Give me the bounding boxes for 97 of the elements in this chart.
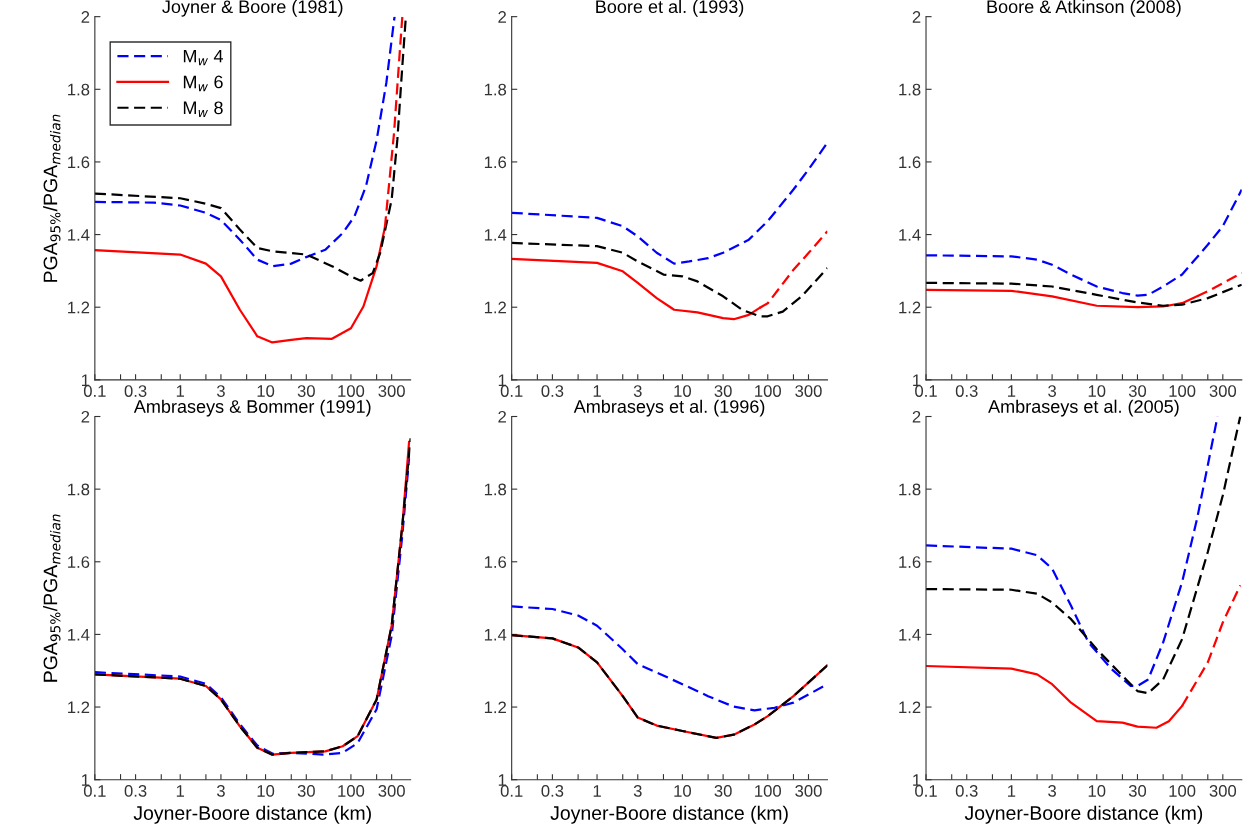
x-tick-label: 0.3 [541, 385, 564, 397]
x-tick-label: 0.1 [500, 784, 523, 797]
x-tick-label: 30 [714, 385, 732, 397]
x-tick-label: 1 [1008, 385, 1016, 397]
x-tick-label: 30 [1128, 784, 1147, 797]
y-tick-label: 1.6 [68, 556, 90, 568]
y-tick-label: 1.6 [484, 156, 507, 169]
y-tick-label: 1 [913, 774, 921, 786]
x-tick-label: 30 [1128, 385, 1147, 397]
x-tick-label: 0.3 [955, 784, 978, 797]
y-tick-label: 1.4 [899, 229, 921, 241]
x-tick-label: 3 [216, 385, 225, 397]
y-tick-label: 1.4 [484, 229, 507, 241]
x-tick-label: 3 [1048, 784, 1057, 797]
x-tick-label: 30 [297, 784, 315, 797]
y-tick-label: 2 [81, 410, 90, 423]
y-tick-label: 1.8 [899, 83, 921, 96]
x-tick-label: 300 [795, 784, 822, 797]
legend-label: M$_{w}$ 6 [183, 75, 223, 92]
y-tick-label: 1.8 [899, 483, 921, 496]
x-axis-title: Joyner-Boore distance (km) [133, 805, 371, 824]
x-tick-label: 1 [593, 785, 601, 797]
y-tick-label: 1.8 [68, 483, 90, 496]
x-tick-label: 3 [216, 784, 225, 797]
y-tick-label: 2 [912, 410, 921, 423]
y-tick-label: 1.6 [484, 556, 507, 568]
y-tick-label: 1 [81, 374, 90, 386]
chart-title: Boore et al. (1993) [596, 0, 744, 17]
x-tick-label: 100 [755, 784, 782, 797]
x-tick-label: 3 [633, 784, 642, 797]
x-tick-label: 10 [1088, 385, 1106, 397]
legend-label: M$_{w}$ 8 [183, 101, 223, 117]
x-tick-label: 100 [755, 385, 782, 397]
x-tick-label: 1 [593, 385, 601, 397]
x-tick-label: 10 [1088, 784, 1106, 797]
x-tick-label: 300 [378, 385, 405, 397]
y-tick-label: 1 [81, 774, 90, 786]
x-tick-label: 0.3 [541, 784, 564, 797]
y-tick-label: 2 [912, 11, 921, 23]
x-tick-label: 0.1 [500, 385, 523, 397]
x-tick-label: 1 [176, 785, 185, 797]
y-tick-label: 1.4 [484, 628, 507, 641]
chart-title: Ambraseys et al. (2005) [988, 399, 1179, 417]
x-tick-label: 0.3 [124, 385, 147, 397]
y-axis-title: PGA$_{95%}$/PGA$_{median}$ [43, 114, 61, 282]
y-tick-label: 1.6 [899, 556, 921, 568]
y-tick-label: 1.4 [68, 628, 90, 641]
y-tick-label: 1.8 [484, 83, 507, 96]
x-tick-label: 3 [633, 385, 642, 397]
x-tick-label: 100 [1169, 784, 1196, 797]
y-tick-label: 1.2 [484, 701, 506, 714]
x-tick-label: 300 [795, 385, 822, 397]
x-tick-label: 100 [1169, 385, 1196, 397]
x-tick-label: 0.3 [124, 784, 147, 797]
y-tick-label: 1 [913, 374, 921, 386]
y-axis-title: PGA$_{95%}$/PGA$_{median}$ [43, 514, 61, 682]
y-tick-label: 1 [498, 374, 507, 386]
x-tick-label: 10 [257, 784, 275, 797]
y-tick-label: 1.2 [899, 701, 921, 714]
x-tick-label: 300 [1209, 385, 1237, 397]
y-tick-label: 1.6 [899, 156, 921, 169]
x-tick-label: 1 [176, 385, 185, 397]
x-tick-label: 300 [378, 784, 405, 797]
y-tick-label: 2 [81, 11, 90, 23]
chart-title: Ambraseys & Bommer (1991) [133, 399, 371, 417]
x-tick-label: 300 [1209, 784, 1237, 797]
y-tick-label: 1.2 [899, 301, 921, 314]
y-tick-label: 1.8 [68, 83, 90, 96]
y-tick-label: 2 [498, 410, 506, 423]
x-tick-label: 10 [674, 385, 692, 397]
y-tick-label: 1.4 [899, 628, 921, 641]
x-tick-label: 10 [257, 385, 275, 397]
x-tick-label: 10 [674, 784, 692, 797]
x-tick-label: 1 [1008, 785, 1016, 797]
x-axis-title: Joyner-Boore distance (km) [550, 805, 788, 824]
y-tick-label: 1.4 [68, 229, 90, 241]
x-tick-label: 0.1 [915, 784, 937, 797]
x-tick-label: 3 [1048, 385, 1057, 397]
chart-title: Ambraseys et al. (1996) [573, 399, 765, 417]
x-tick-label: 100 [338, 385, 365, 397]
chart-title: Boore & Atkinson (2008) [987, 0, 1181, 17]
x-tick-label: 30 [714, 784, 732, 797]
x-tick-label: 0.3 [955, 385, 978, 397]
y-tick-label: 1 [498, 774, 507, 786]
y-tick-label: 1.8 [484, 483, 507, 496]
chart-title: Joyner & Boore (1981) [162, 0, 343, 17]
x-tick-label: 0.1 [915, 385, 937, 397]
y-tick-label: 1.2 [68, 701, 90, 714]
legend-label: M$_{w}$ 4 [183, 49, 223, 66]
y-tick-label: 2 [498, 11, 506, 23]
y-tick-label: 1.2 [68, 301, 90, 314]
y-tick-label: 1.6 [68, 156, 90, 169]
x-tick-label: 30 [297, 385, 315, 397]
y-tick-label: 1.2 [484, 301, 506, 314]
x-axis-title: Joyner-Boore distance (km) [964, 805, 1203, 824]
x-tick-label: 0.1 [83, 385, 106, 397]
x-tick-label: 100 [338, 784, 365, 797]
